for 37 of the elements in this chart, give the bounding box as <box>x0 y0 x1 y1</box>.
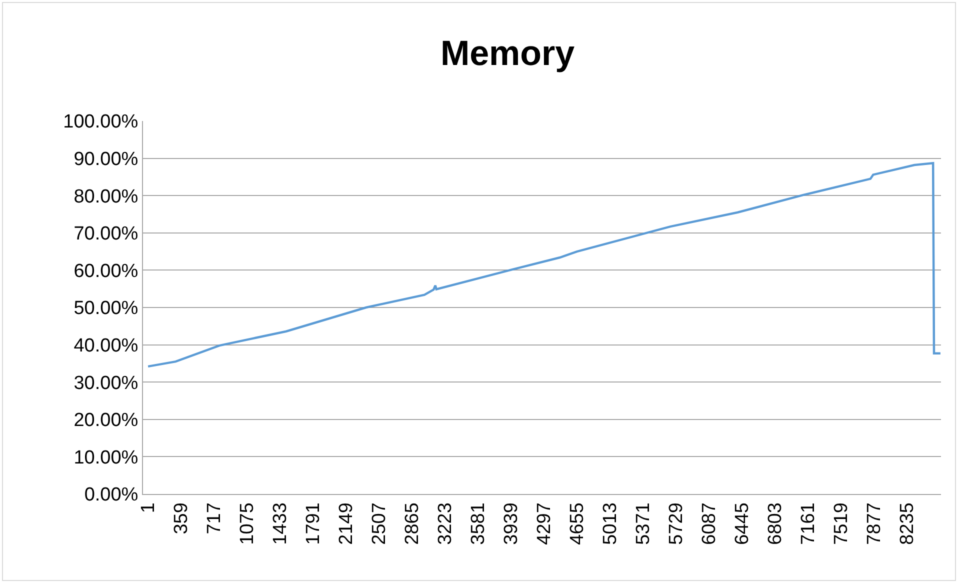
y-tick-label: 40.00% <box>74 335 138 356</box>
y-tick-label: 80.00% <box>74 186 138 208</box>
x-tick-label: 5729 <box>666 502 688 545</box>
x-tick-label: 1433 <box>270 502 292 545</box>
x-tick-label: 5013 <box>600 502 622 545</box>
x-tick-label: 4655 <box>567 502 588 545</box>
x-tick-label: 2865 <box>402 502 424 545</box>
x-tick-label: 1791 <box>303 502 324 545</box>
y-tick-label: 50.00% <box>74 298 138 320</box>
x-tick-label: 4297 <box>534 502 556 545</box>
x-tick-label: 2149 <box>336 502 358 545</box>
x-tick-label: 8235 <box>896 502 918 545</box>
x-tick-label: 6087 <box>699 502 720 545</box>
y-tick-label: 70.00% <box>74 224 138 245</box>
chart-title: Memory <box>440 34 576 74</box>
x-tick-label: 3581 <box>468 502 490 545</box>
x-tick-label: 6445 <box>732 502 754 545</box>
y-tick-label: 90.00% <box>74 148 138 170</box>
y-tick-label: 0.00% <box>84 484 138 506</box>
x-tick-label: 1 <box>138 502 160 514</box>
y-tick-label: 60.00% <box>74 260 138 282</box>
x-tick-label: 359 <box>171 502 192 534</box>
y-tick-label: 10.00% <box>74 447 138 468</box>
x-tick-label: 2507 <box>369 502 390 545</box>
y-tick-label: 100.00% <box>63 112 138 133</box>
x-tick-label: 3939 <box>501 502 522 545</box>
x-tick-label: 5371 <box>633 502 654 545</box>
line-series <box>146 162 941 368</box>
y-tick-label: 30.00% <box>74 372 138 394</box>
x-tick-label: 1075 <box>237 502 258 545</box>
y-tick-label: 20.00% <box>74 410 138 432</box>
x-tick-label: 7161 <box>798 502 820 545</box>
x-tick-label: 6803 <box>765 502 786 545</box>
x-tick-label: 7877 <box>864 502 885 545</box>
x-tick-label: 3223 <box>435 502 456 545</box>
x-tick-label: 7519 <box>831 502 852 545</box>
x-tick-label: 717 <box>204 502 226 534</box>
